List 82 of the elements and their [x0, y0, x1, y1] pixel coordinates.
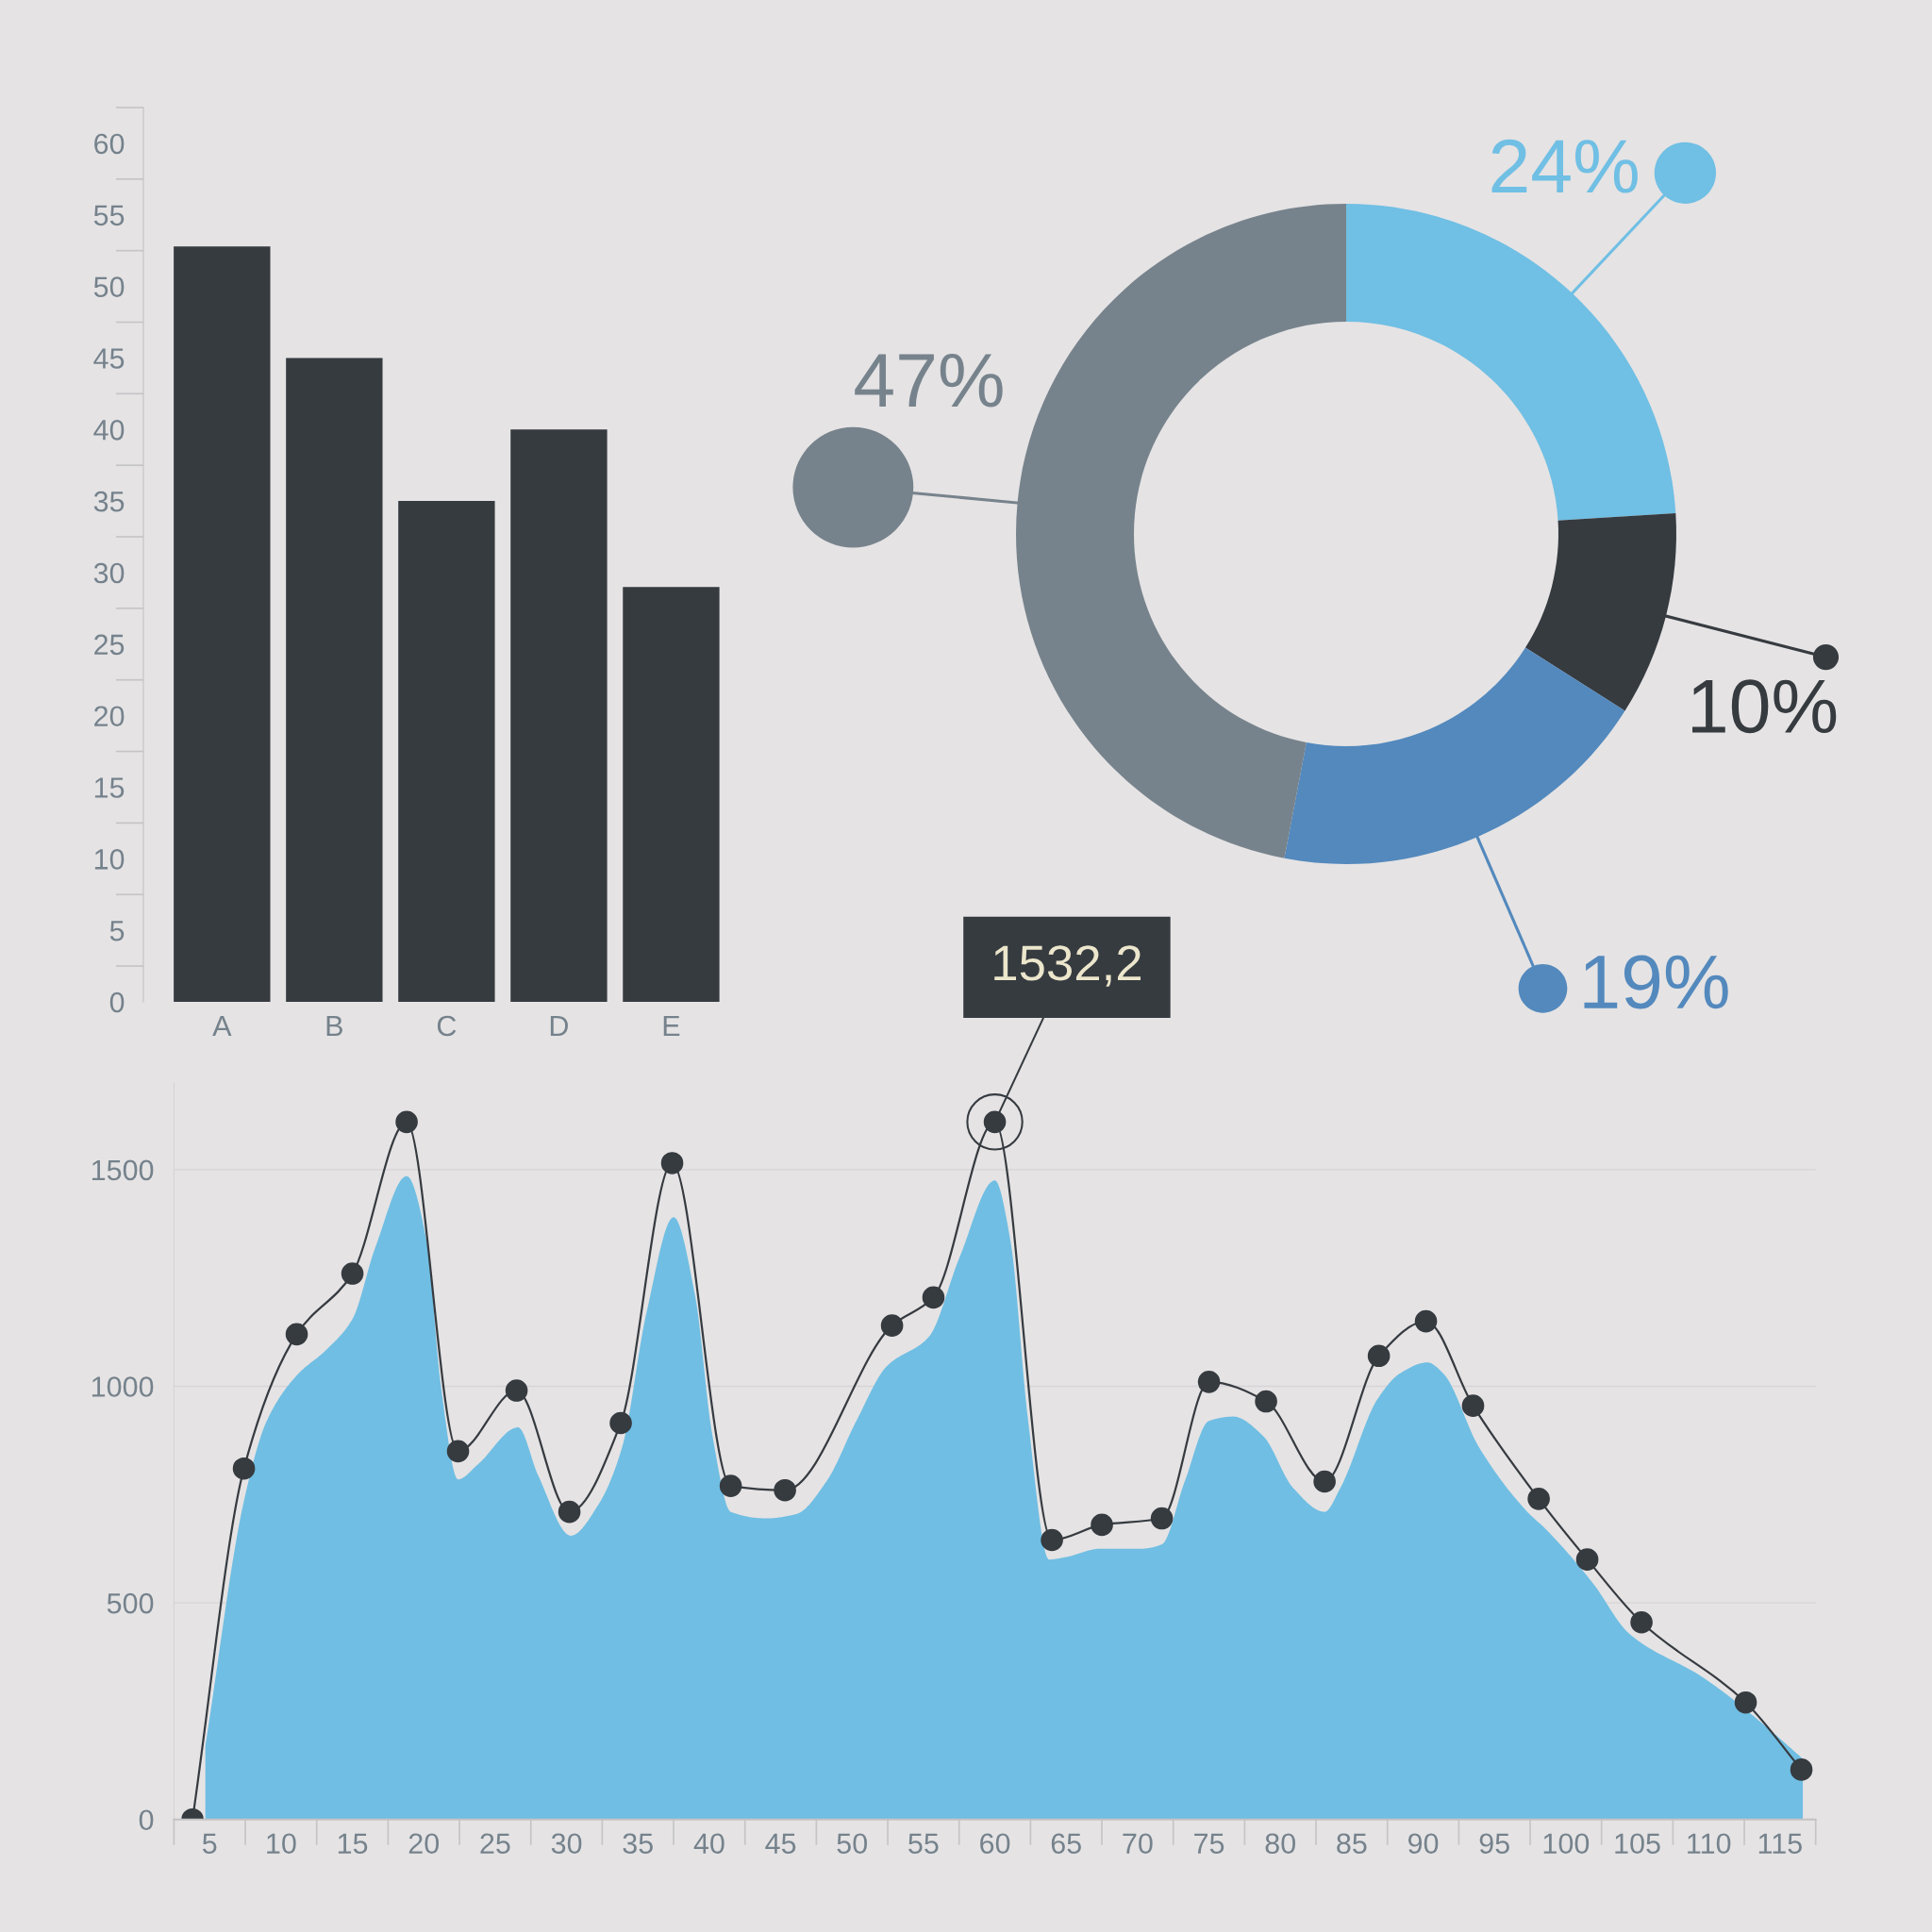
y-tick-label: 5	[109, 921, 125, 941]
annotation: 1532,2	[994, 945, 1141, 987]
x-tick-label: B	[326, 1016, 342, 1037]
point	[1734, 1690, 1757, 1714]
y-tick-label: 500	[107, 1592, 154, 1614]
x-tick-label: C	[437, 1015, 457, 1037]
x-tick-label: E	[663, 1016, 680, 1037]
x-tick-label: 75	[1194, 1833, 1224, 1855]
x-tick-label: D	[550, 1016, 568, 1037]
y-tick-label: 55	[93, 205, 125, 226]
x-tick-label: 115	[1758, 1833, 1802, 1855]
bar	[174, 246, 271, 1002]
point	[1091, 1513, 1113, 1537]
point	[1461, 1394, 1485, 1417]
y-tick-label: 35	[93, 491, 125, 512]
y-tick-label: 25	[94, 634, 125, 656]
y-tick-label: 45	[93, 348, 125, 369]
point	[719, 1474, 742, 1497]
y-tick-label: 0	[109, 991, 125, 1013]
point	[505, 1379, 528, 1402]
x-tick-label: 85	[1337, 1833, 1367, 1855]
point	[1575, 1548, 1599, 1571]
y-tick-label: 1000	[92, 1376, 154, 1397]
x-tick-label: 110	[1688, 1833, 1731, 1855]
y-tick-label: 20	[94, 706, 125, 727]
x-tick-label: 70	[1123, 1833, 1153, 1855]
x-tick-label: 15	[338, 1833, 368, 1855]
point	[1313, 1470, 1336, 1493]
x-tick-label: 45	[765, 1833, 796, 1855]
point	[922, 1286, 945, 1309]
y-tick-label: 50	[93, 276, 125, 297]
point	[232, 1457, 256, 1480]
x-tick-label: 25	[480, 1833, 510, 1855]
point	[774, 1478, 796, 1502]
point	[1041, 1528, 1063, 1552]
bar	[623, 587, 720, 1002]
x-tick-label: 50	[837, 1833, 868, 1855]
point	[1414, 1309, 1438, 1333]
y-tick-label: 10	[94, 849, 125, 870]
point	[880, 1314, 904, 1337]
x-tick-label: 10	[267, 1833, 296, 1855]
x-tick-label: 65	[1051, 1833, 1081, 1855]
point	[1527, 1488, 1550, 1510]
point	[1367, 1344, 1391, 1368]
x-tick-label: 90	[1407, 1833, 1439, 1855]
point	[1150, 1507, 1174, 1530]
point	[1255, 1390, 1277, 1413]
bar	[286, 358, 383, 1002]
point	[609, 1411, 632, 1435]
y-tick-label: 60	[94, 133, 125, 155]
bar	[510, 429, 608, 1002]
x-tick-label: 95	[1479, 1833, 1509, 1855]
data-label: 10%	[1692, 679, 1837, 734]
point	[1197, 1371, 1221, 1393]
data-label: 19%	[1584, 955, 1728, 1009]
y-tick-label: 30	[93, 562, 125, 584]
x-tick-label: 5	[202, 1833, 217, 1855]
x-tick-label: 20	[408, 1833, 440, 1855]
y-tick-label: 1500	[92, 1159, 154, 1181]
point	[395, 1110, 418, 1134]
point	[558, 1500, 581, 1524]
bar	[398, 501, 495, 1002]
point	[1790, 1758, 1813, 1781]
point	[341, 1262, 364, 1285]
point	[1630, 1610, 1653, 1634]
y-tick-label: 15	[94, 777, 125, 798]
y-tick-label: 0	[139, 1809, 154, 1831]
x-tick-label: 40	[693, 1833, 724, 1855]
x-tick-label: 55	[908, 1833, 939, 1855]
x-tick-label: 100	[1543, 1833, 1590, 1855]
point	[446, 1440, 470, 1463]
data-label: 24%	[1491, 139, 1638, 193]
y-tick-label: 40	[93, 420, 125, 441]
data-label: 47%	[855, 354, 1003, 408]
x-tick-label: 60	[980, 1833, 1010, 1855]
x-tick-label: 35	[623, 1833, 653, 1855]
point	[285, 1323, 308, 1346]
x-tick-label: 105	[1615, 1833, 1660, 1855]
x-tick-label: A	[212, 1016, 232, 1037]
x-tick-label: 30	[551, 1833, 582, 1855]
point	[660, 1152, 684, 1174]
x-tick-label: 80	[1265, 1833, 1296, 1855]
